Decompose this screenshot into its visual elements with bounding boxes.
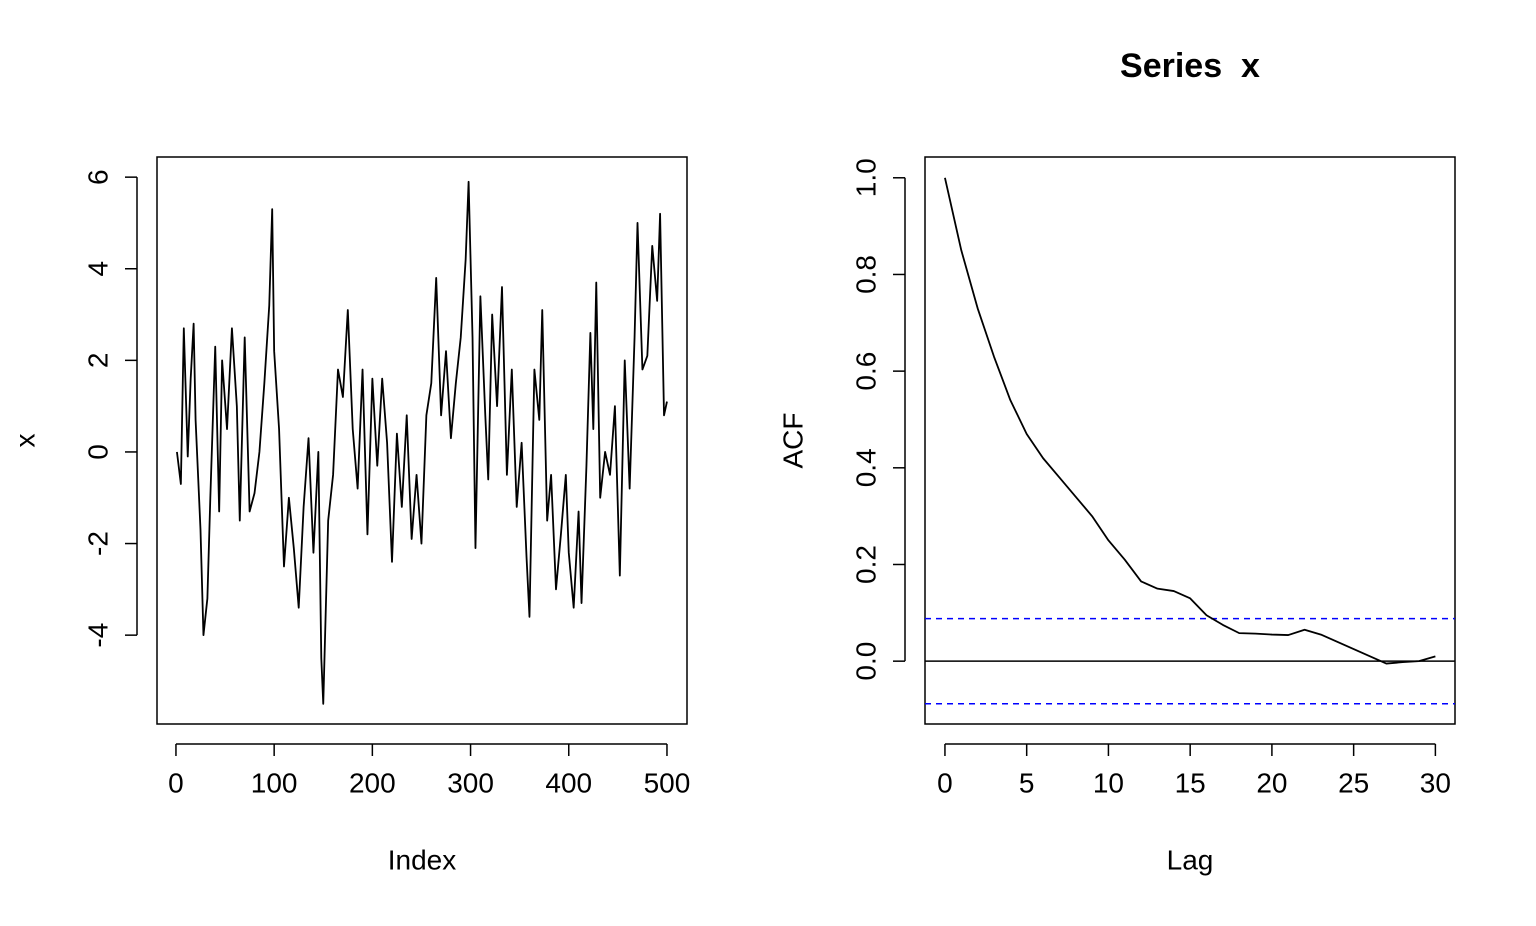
y-tick-label: 0.6: [850, 352, 881, 391]
x-tick-label: 15: [1175, 767, 1206, 798]
y-tick-label: 6: [82, 169, 113, 185]
y-tick-label: 4: [82, 261, 113, 277]
plot-frame: [156, 156, 688, 725]
series-line: [944, 177, 1436, 665]
x-tick-label: 0: [168, 767, 184, 798]
x-tick-label: 400: [545, 767, 592, 798]
y-tick-label: 0.4: [850, 448, 881, 487]
y-tick-label: 0.8: [850, 255, 881, 294]
y-tick-label: 2: [82, 353, 113, 369]
y-axis-label: x: [9, 434, 40, 448]
plot-frame: [924, 156, 1456, 725]
y-tick-label: -2: [82, 531, 113, 556]
x-tick-label: 200: [349, 767, 396, 798]
x-tick-label: 100: [251, 767, 298, 798]
x-tick-label: 5: [1019, 767, 1035, 798]
y-tick-label: 0: [82, 444, 113, 460]
x-tick-label: 0: [937, 767, 953, 798]
x-tick-label: 300: [447, 767, 494, 798]
x-axis-label: Index: [388, 844, 457, 875]
y-tick-label: 1.0: [850, 158, 881, 197]
y-tick-label: 0.0: [850, 642, 881, 681]
x-tick-label: 25: [1338, 767, 1369, 798]
x-tick-label: 30: [1420, 767, 1451, 798]
y-axis-label: ACF: [777, 413, 808, 469]
y-tick-label: 0.2: [850, 545, 881, 584]
series-line: [176, 180, 668, 705]
x-tick-label: 20: [1256, 767, 1287, 798]
x-axis-label: Lag: [1167, 844, 1214, 875]
x-tick-label: 500: [644, 767, 691, 798]
x-tick-label: 10: [1093, 767, 1124, 798]
y-tick-label: -4: [82, 623, 113, 648]
chart-title: Series x: [1120, 47, 1260, 85]
